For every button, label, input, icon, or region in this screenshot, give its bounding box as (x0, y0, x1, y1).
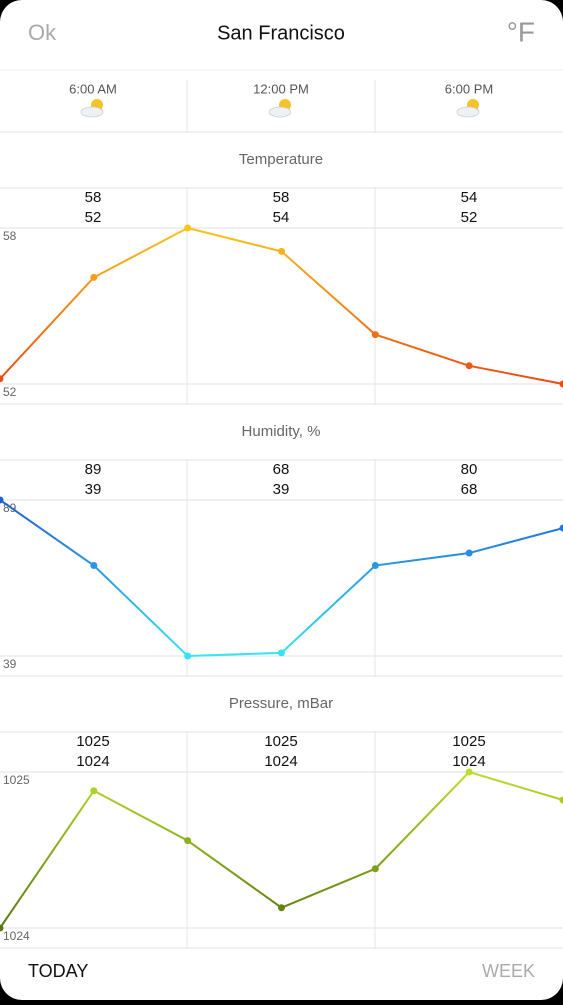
data-point (184, 653, 191, 660)
column-min: 54 (273, 209, 290, 226)
week-tab[interactable]: WEEK (482, 961, 535, 981)
column-max: 80 (461, 461, 478, 478)
column-min: 39 (85, 481, 102, 498)
data-point (184, 837, 191, 844)
cloud-icon (457, 107, 479, 117)
ok-button[interactable]: Ok (28, 20, 57, 45)
data-point (372, 331, 379, 338)
y-tick-label: 52 (3, 385, 17, 399)
data-point (184, 225, 191, 232)
data-point (90, 274, 97, 281)
time-label: 6:00 PM (445, 81, 493, 96)
column-min: 39 (273, 481, 290, 498)
column-max: 68 (273, 461, 290, 478)
column-min: 68 (461, 481, 478, 498)
column-min: 52 (85, 209, 102, 226)
column-min: 1024 (264, 753, 297, 770)
y-tick-label: 1025 (3, 773, 30, 787)
data-point (278, 248, 285, 255)
city-title: San Francisco (217, 22, 345, 44)
column-max: 1025 (264, 733, 297, 750)
today-tab[interactable]: TODAY (28, 961, 88, 981)
cloud-icon (269, 107, 291, 117)
data-point (466, 769, 473, 776)
column-min: 1024 (76, 753, 109, 770)
column-min: 52 (461, 209, 478, 226)
cloud-icon (81, 107, 103, 117)
data-point (466, 362, 473, 369)
time-label: 12:00 PM (253, 81, 309, 96)
chart-title: Temperature (239, 151, 323, 168)
column-max: 1025 (452, 733, 485, 750)
data-point (466, 550, 473, 557)
data-point (278, 904, 285, 911)
chart-title: Pressure, mBar (229, 695, 333, 712)
data-point (90, 562, 97, 569)
data-point (90, 787, 97, 794)
column-max: 58 (85, 189, 102, 206)
column-max: 54 (461, 189, 478, 206)
data-point (372, 865, 379, 872)
column-max: 89 (85, 461, 102, 478)
data-point (372, 562, 379, 569)
y-tick-label: 58 (3, 229, 17, 243)
chart-title: Humidity, % (242, 423, 321, 440)
column-max: 58 (273, 189, 290, 206)
time-label: 6:00 AM (69, 81, 117, 96)
column-min: 1024 (452, 753, 485, 770)
y-tick-label: 39 (3, 657, 17, 671)
unit-button[interactable]: °F (507, 16, 535, 47)
y-tick-label: 1024 (3, 929, 30, 943)
data-point (278, 649, 285, 656)
column-max: 1025 (76, 733, 109, 750)
